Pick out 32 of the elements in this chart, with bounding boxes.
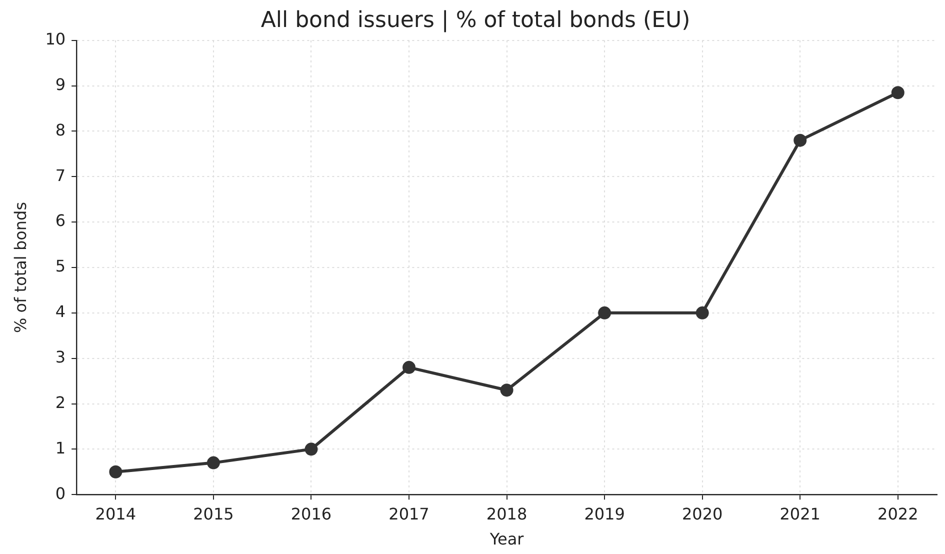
point [794,134,807,147]
y-tick-label: 10 [45,30,66,49]
x-tick-label: 2014 [95,504,136,524]
point [109,465,122,478]
point [696,306,709,320]
x-tick-label: 2015 [193,504,234,524]
x-tick-label: 2016 [290,504,332,524]
x-tick-label: 2017 [388,504,430,524]
chart-title: All bond issuers | % of total bonds (EU) [260,8,690,33]
y-tick-label: 7 [55,166,66,185]
y-tick-label: 1 [55,438,66,458]
y-tick-label: 8 [55,120,66,140]
y-tick-label: 0 [55,484,66,503]
y-tick-label: 5 [55,256,66,276]
point [891,86,904,100]
y-tick-label: 6 [55,211,66,230]
x-axis-title: Year [488,530,524,549]
x-tick-label: 2021 [780,504,820,524]
point [598,306,612,320]
point [304,442,318,456]
point [206,456,220,470]
y-tick-label: 9 [55,74,66,94]
y-tick-label: 4 [55,302,66,322]
x-tick-label: 2020 [682,504,723,524]
x-tick-label: 2018 [486,504,528,524]
y-tick-label: 2 [55,392,66,412]
y-tick-label: 3 [55,347,66,366]
point [500,384,514,397]
x-tick-label: 2019 [584,504,625,524]
x-tick-label: 2022 [878,504,918,524]
y-axis-title: % of total bonds [10,202,30,334]
point [402,360,416,374]
